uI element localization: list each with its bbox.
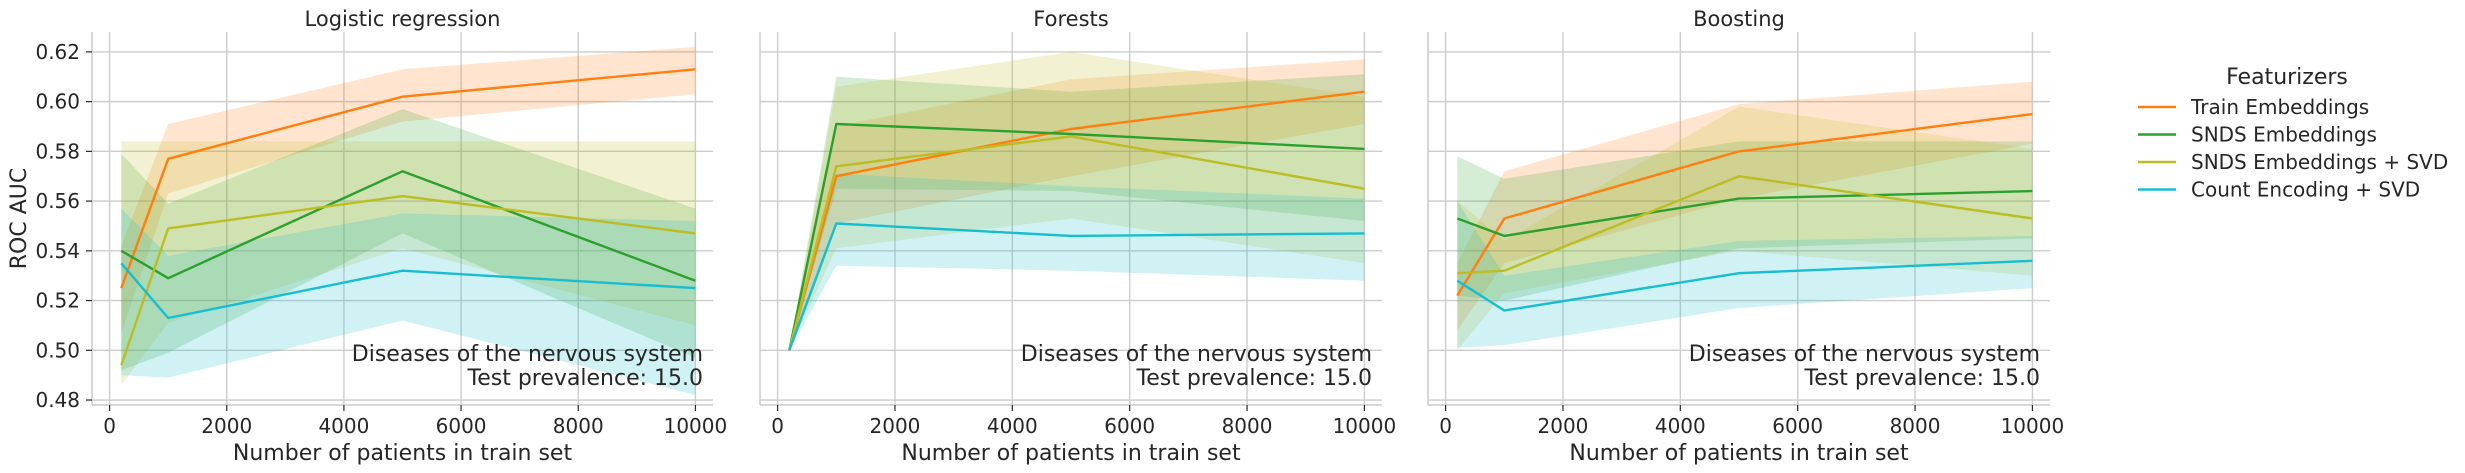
annotation-disease: Diseases of the nervous system [1689, 342, 2040, 367]
series-line-train-embeddings [120, 68, 696, 289]
series-line-snds-embeddings-svd [1457, 174, 2033, 275]
y-tick-label: 0.60 [35, 90, 80, 114]
y-tick-label: 0.50 [35, 338, 80, 362]
annotation-prevalence: Test prevalence: 15.0 [467, 366, 704, 391]
legend: Featurizers Train Embeddings SNDS Embeddin… [2138, 65, 2448, 202]
legend-label-snds-embeddings: SNDS Embeddings [2191, 123, 2377, 147]
x-tick-label: 6000 [1104, 414, 1155, 438]
annotation-disease: Diseases of the nervous system [352, 342, 703, 367]
ci-band-count-encoding-svd [121, 208, 696, 396]
x-tick-label: 6000 [1772, 414, 1823, 438]
x-tick-label: 10000 [2001, 414, 2065, 438]
y-tick-label: 0.56 [35, 189, 80, 213]
panel-title: Logistic regression [305, 7, 501, 31]
x-axis-label: Number of patients in train set [901, 441, 1241, 466]
annotation-disease: Diseases of the nervous system [1021, 342, 1372, 367]
x-axis-label: Number of patients in train set [233, 441, 573, 466]
ci-band-count-encoding-svd [789, 173, 1365, 351]
series-line-snds-embeddings-svd [120, 194, 696, 366]
series-line-snds-embeddings [788, 122, 1365, 351]
panel-1: 0 2000 4000 6000 8000 10000 0.48 0.50 0.52 0.54 0.… [7, 7, 727, 466]
ci-band-snds-embeddings-svd [121, 141, 696, 386]
panel-2: 0 2000 4000 6000 8000 10000 Forests Number of p… [759, 7, 1397, 466]
y-tick-label: 0.58 [35, 139, 80, 163]
x-tick-label: 10000 [664, 414, 728, 438]
ci-band-train-embeddings [1457, 81, 2033, 331]
panel-3: 0 2000 4000 6000 8000 10000 Boosting Number of … [1427, 7, 2065, 466]
series-line-train-embeddings [1456, 112, 2033, 297]
x-tick-label: 2000 [201, 414, 252, 438]
ci-band-snds-embeddings-svd [789, 51, 1365, 351]
series-line-snds-embeddings [120, 170, 696, 282]
legend-label-train-embeddings: Train Embeddings [2190, 95, 2369, 119]
legend-title: Featurizers [2226, 65, 2348, 90]
x-axis-label: Number of patients in train set [1569, 441, 1909, 466]
ci-band-train-embeddings [121, 46, 696, 333]
y-tick-label: 0.52 [35, 289, 80, 313]
series-line-snds-embeddings [1456, 189, 2033, 238]
x-tick-label: 4000 [987, 414, 1038, 438]
ci-band-snds-embeddings [789, 74, 1365, 351]
legend-label-snds-embeddings-svd: SNDS Embeddings + SVD [2191, 150, 2448, 174]
x-tick-label: 4000 [318, 414, 369, 438]
annotation-prevalence: Test prevalence: 15.0 [1804, 366, 2041, 391]
x-tick-label: 2000 [1538, 414, 1589, 438]
x-tick-label: 6000 [436, 414, 487, 438]
series-line-count-encoding-svd [120, 262, 696, 320]
y-axis-label: ROC AUC [7, 168, 32, 269]
x-tick-label: 8000 [1890, 414, 1941, 438]
x-tick-label: 4000 [1655, 414, 1706, 438]
ci-band-snds-embeddings-svd [1457, 106, 2033, 351]
x-tick-label: 10000 [1333, 414, 1397, 438]
x-tick-label: 8000 [553, 414, 604, 438]
x-tick-label: 8000 [1222, 414, 1273, 438]
y-tick-label: 0.54 [35, 239, 80, 263]
ci-band-count-encoding-svd [1457, 201, 2033, 348]
annotation-prevalence: Test prevalence: 15.0 [1136, 366, 1373, 391]
panel-title: Boosting [1693, 7, 1785, 31]
x-tick-label: 2000 [870, 414, 921, 438]
series-line-snds-embeddings-svd [788, 135, 1365, 351]
x-tick-label: 0 [103, 414, 116, 438]
series-line-train-embeddings [788, 90, 1365, 351]
series-line-count-encoding-svd [1456, 259, 2033, 312]
series-line-count-encoding-svd [788, 222, 1365, 351]
x-tick-label: 0 [771, 414, 784, 438]
legend-label-count-encoding-svd: Count Encoding + SVD [2191, 178, 2420, 202]
panel-title: Forests [1033, 7, 1108, 31]
x-tick-label: 0 [1439, 414, 1452, 438]
y-tick-label: 0.62 [35, 40, 80, 64]
ci-band-train-embeddings [789, 59, 1365, 351]
y-tick-label: 0.48 [35, 388, 80, 412]
ci-band-snds-embeddings [1457, 141, 2033, 301]
ci-band-snds-embeddings [121, 109, 696, 371]
